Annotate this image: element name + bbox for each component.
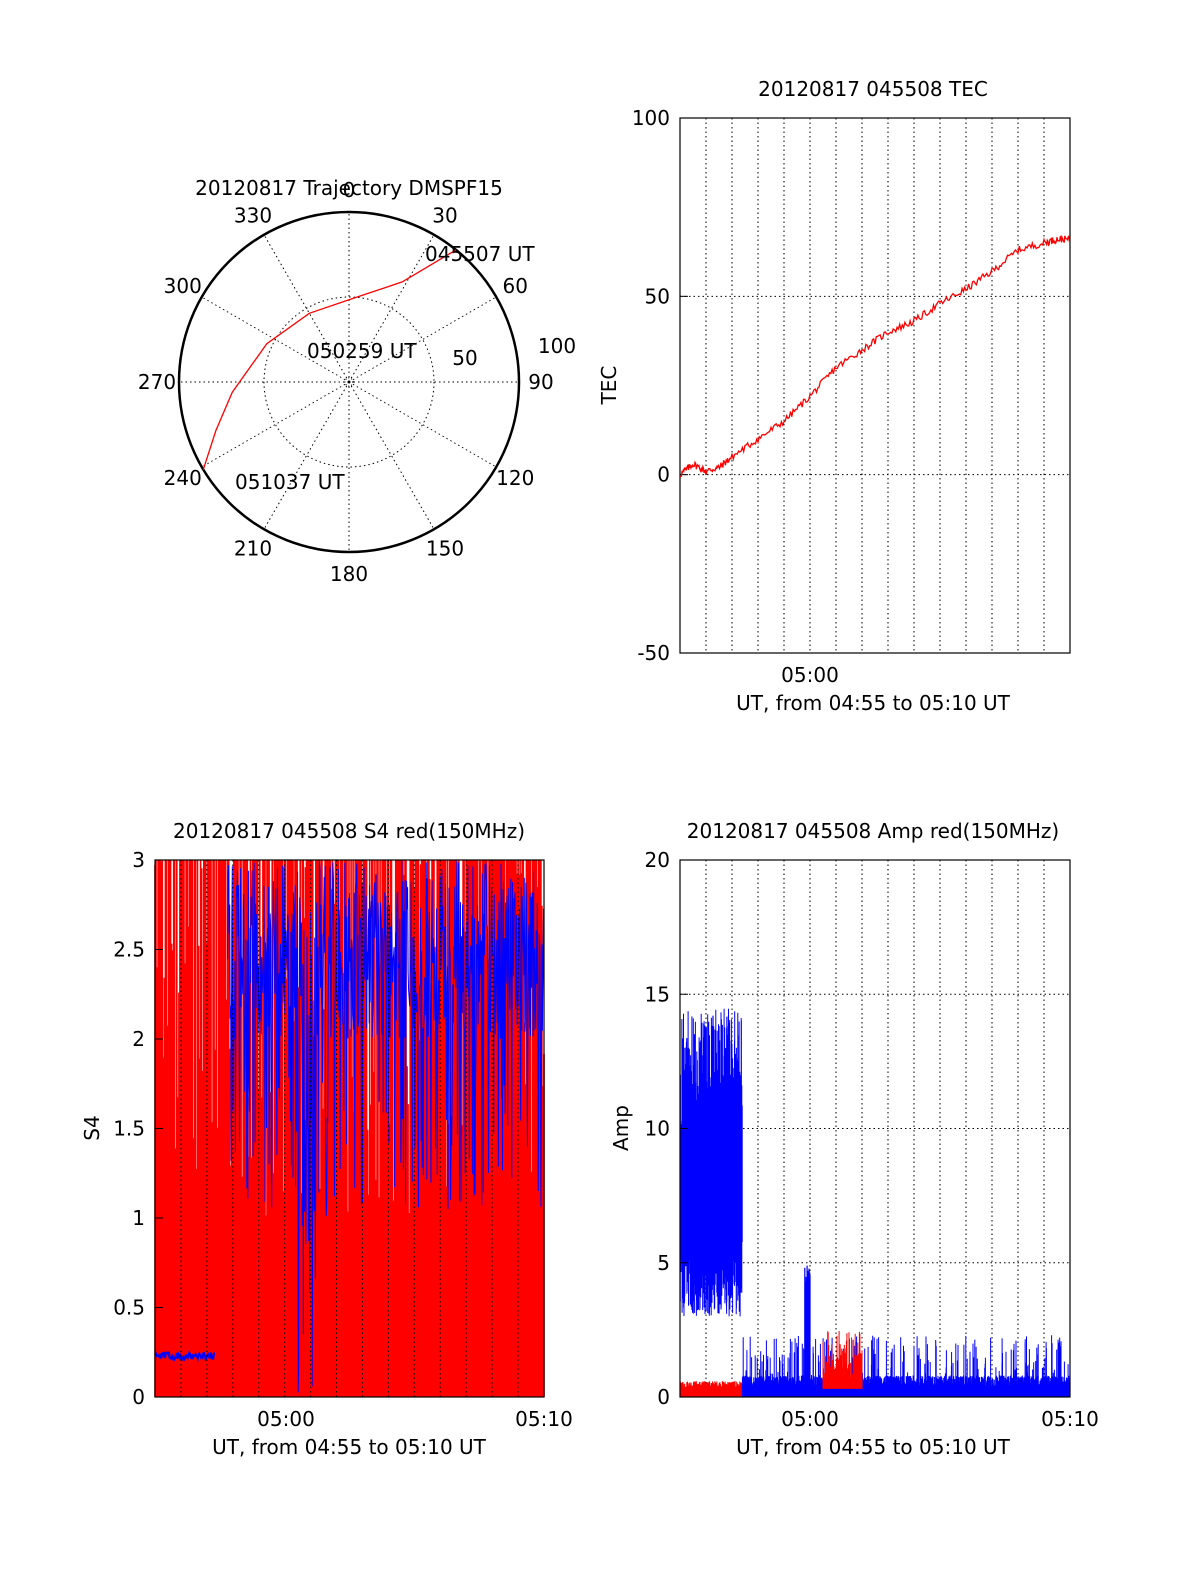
s4-xtick-0510: 05:10 <box>515 1407 573 1431</box>
amp-y-ticks: 0 5 10 15 20 <box>645 848 688 1409</box>
s4-y-ticks: 0 0.5 1 1.5 2 2.5 3 <box>113 848 163 1409</box>
polar-angle-label-60: 60 <box>503 274 528 298</box>
polar-plot: 20120817 Trajectory DMSPF15 0 30 60 90 120 15… <box>138 176 576 586</box>
amp-red-low-band <box>679 1380 743 1397</box>
s4-ytick-label-3: 3 <box>132 848 145 872</box>
polar-spoke-30 <box>348 234 435 383</box>
amp-blue-high-band <box>679 1008 743 1317</box>
polar-outer-ring <box>177 210 521 554</box>
polar-angle-label-180: 180 <box>330 562 368 586</box>
polar-angle-label-120: 120 <box>496 466 534 490</box>
polar-spoke-300 <box>201 296 350 383</box>
amp-ytick-label-15: 15 <box>645 982 670 1006</box>
amp-plot: 20120817 045508 Amp red(150MHz) 0 5 10 15 20… <box>609 819 1099 1459</box>
polar-track-start-label: 045507 UT <box>425 242 535 266</box>
amp-xlabel: UT, from 04:55 to 05:10 UT <box>736 1435 1011 1459</box>
amp-data <box>679 1008 1071 1397</box>
polar-angle-label-300: 300 <box>164 274 202 298</box>
polar-spoke-150 <box>348 381 435 530</box>
tec-plot: 20120817 045508 TEC -50 0 50 100 05:00 UT, … <box>597 77 1071 715</box>
polar-radius-label-50: 50 <box>452 346 477 370</box>
polar-spoke-330 <box>263 234 350 383</box>
polar-angle-label-30: 30 <box>432 204 457 228</box>
polar-angle-labels: 0 30 60 90 120 150 180 210 240 270 300 330 <box>138 178 554 586</box>
polar-spoke-210 <box>263 381 350 530</box>
s4-data <box>154 860 545 1397</box>
s4-blue-baseline <box>154 1350 216 1363</box>
s4-xlabel: UT, from 04:55 to 05:10 UT <box>212 1435 487 1459</box>
s4-blue-series <box>227 860 545 1393</box>
amp-xtick-0500: 05:00 <box>781 1407 839 1431</box>
polar-spoke-240 <box>201 381 350 468</box>
amp-red-burst <box>822 1331 863 1389</box>
polar-title: 20120817 Trajectory DMSPF15 <box>195 176 503 200</box>
polar-track-line <box>202 249 457 470</box>
polar-center <box>344 377 354 387</box>
polar-spoke-120 <box>348 381 497 468</box>
amp-blue-noise <box>741 1335 1071 1397</box>
polar-angle-label-0: 0 <box>343 178 356 202</box>
tec-grid <box>680 118 1070 653</box>
s4-plot: 20120817 045508 S4 red(150MHz) 0 0.5 1 1.5 2… <box>80 819 573 1459</box>
amp-ylabel: Amp <box>609 1105 633 1151</box>
tec-ytick-label-100: 100 <box>632 106 670 130</box>
polar-track-end-label: 051037 UT <box>235 470 345 494</box>
polar-grid <box>179 212 519 552</box>
tec-series-line <box>679 235 1070 478</box>
amp-grid <box>680 860 1070 1397</box>
s4-xtick-0500: 05:00 <box>257 1407 315 1431</box>
polar-angle-label-330: 330 <box>234 204 272 228</box>
amp-ytick-label-0: 0 <box>657 1385 670 1409</box>
s4-ytick-label-0: 0 <box>132 1385 145 1409</box>
tec-ytick-label-0: 0 <box>657 463 670 487</box>
amp-ytick-label-10: 10 <box>645 1117 670 1141</box>
tec-xlabel: UT, from 04:55 to 05:10 UT <box>736 691 1011 715</box>
polar-angle-label-240: 240 <box>164 466 202 490</box>
tec-y-ticks: -50 0 50 100 <box>632 106 688 665</box>
polar-angle-label-150: 150 <box>426 536 464 560</box>
tec-title: 20120817 045508 TEC <box>758 77 988 101</box>
amp-title: 20120817 045508 Amp red(150MHz) <box>687 819 1059 843</box>
polar-angle-label-270: 270 <box>138 370 176 394</box>
s4-ytick-label-1.5: 1.5 <box>113 1117 145 1141</box>
polar-ring-50 <box>263 296 435 468</box>
amp-xtick-0510: 05:10 <box>1041 1407 1099 1431</box>
s4-title: 20120817 045508 S4 red(150MHz) <box>173 819 525 843</box>
s4-ytick-label-0.5: 0.5 <box>113 1296 145 1320</box>
polar-track-mid-label: 050259 UT <box>307 339 417 363</box>
polar-angle-label-210: 210 <box>234 536 272 560</box>
tec-ytick-label-50: 50 <box>645 284 670 308</box>
amp-blue-spike <box>804 1265 811 1392</box>
polar-angle-label-90: 90 <box>528 370 553 394</box>
s4-ytick-label-1: 1 <box>132 1206 145 1230</box>
s4-ylabel: S4 <box>80 1115 104 1140</box>
amp-ytick-label-5: 5 <box>657 1251 670 1275</box>
tec-ylabel: TEC <box>597 366 621 406</box>
tec-xtick-0500: 05:00 <box>781 663 839 687</box>
s4-ytick-label-2: 2 <box>132 1027 145 1051</box>
polar-spoke-60 <box>348 296 497 383</box>
polar-radius-label-100: 100 <box>538 334 576 358</box>
tec-frame <box>679 117 1071 654</box>
amp-ytick-label-20: 20 <box>645 848 670 872</box>
tec-ytick-label--50: -50 <box>637 641 670 665</box>
s4-ytick-label-2.5: 2.5 <box>113 938 145 962</box>
